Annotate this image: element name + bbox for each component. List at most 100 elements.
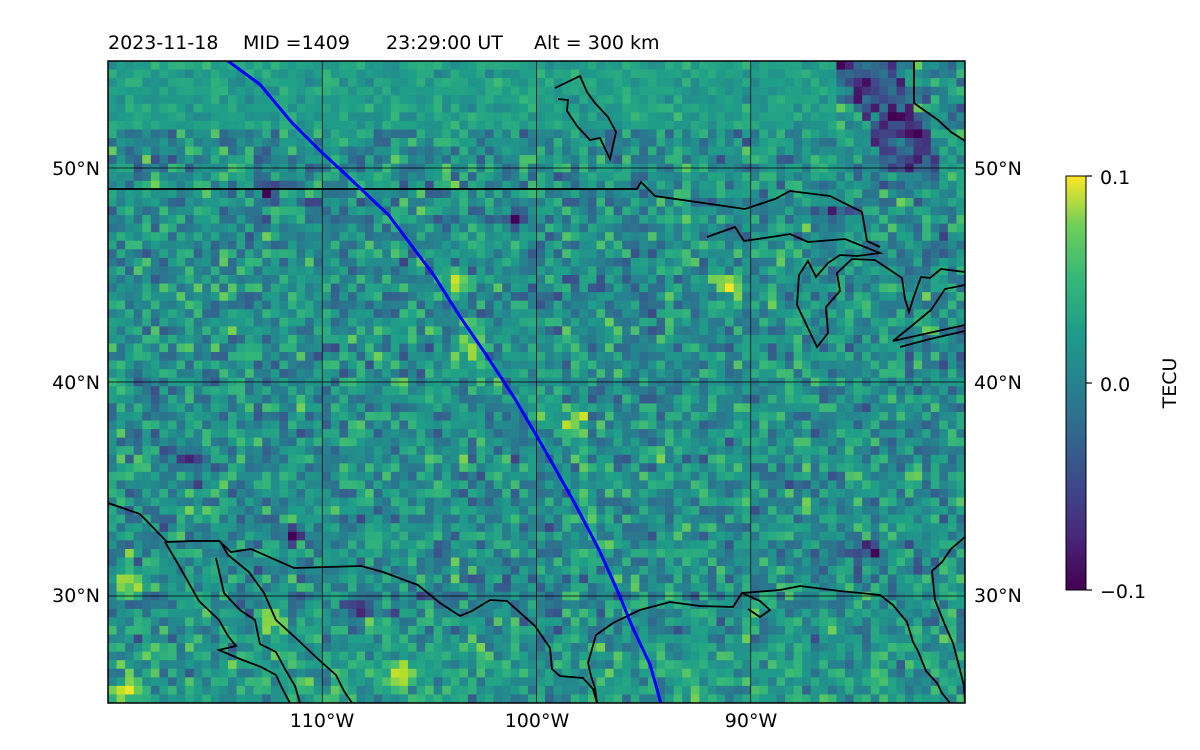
heatmap-cell <box>125 471 135 482</box>
heatmap-cell <box>305 300 315 310</box>
heatmap-cell <box>193 138 203 148</box>
heatmap-cell <box>407 283 418 293</box>
heatmap-cell <box>930 420 940 430</box>
heatmap-cell <box>270 300 280 310</box>
heatmap-cell <box>296 138 306 148</box>
heatmap-cell <box>956 446 965 456</box>
heatmap-cell <box>519 403 529 413</box>
heatmap-cell <box>365 300 375 310</box>
heatmap-cell <box>416 266 426 276</box>
heatmap-cell <box>587 480 598 490</box>
heatmap-cell <box>365 189 375 199</box>
heatmap-cell <box>142 189 152 199</box>
heatmap-cell <box>450 403 460 413</box>
heatmap-cell <box>399 172 409 182</box>
heatmap-cell <box>133 95 143 105</box>
heatmap-cell <box>425 454 435 464</box>
heatmap-cell <box>390 369 400 379</box>
heatmap-cell <box>296 454 306 464</box>
heatmap-cell <box>879 463 889 473</box>
heatmap-cell <box>150 215 161 225</box>
heatmap-cell <box>905 343 915 353</box>
heatmap-cell <box>853 155 863 165</box>
heatmap-cell <box>853 146 863 156</box>
heatmap-cell <box>176 275 186 285</box>
heatmap-cell <box>682 420 692 430</box>
heatmap-cell <box>416 120 426 131</box>
heatmap-cell <box>682 437 692 447</box>
heatmap-cell <box>870 394 880 404</box>
heatmap-cell <box>467 394 478 404</box>
heatmap-cell <box>639 317 649 327</box>
heatmap-cell <box>673 138 683 148</box>
heatmap-cell <box>493 446 503 456</box>
heatmap-cell <box>613 146 623 156</box>
heatmap-cell <box>587 275 598 285</box>
heatmap-cell <box>339 326 349 336</box>
heatmap-cell <box>879 197 889 208</box>
heatmap-cell <box>296 360 306 370</box>
heatmap-cell <box>313 206 323 216</box>
heatmap-cell <box>373 95 383 105</box>
heatmap-cell <box>767 112 778 122</box>
heatmap-cell <box>133 180 143 190</box>
heatmap-cell <box>365 343 375 353</box>
heatmap-cell <box>879 369 889 379</box>
heatmap-cell <box>690 103 700 113</box>
heatmap-cell <box>622 343 632 353</box>
heatmap-cell <box>442 215 452 225</box>
heatmap-cell <box>562 69 572 79</box>
heatmap-cell <box>236 317 246 327</box>
heatmap-cell <box>742 240 752 250</box>
heatmap-cell <box>656 394 666 404</box>
heatmap-cell <box>356 138 366 148</box>
heatmap-cell <box>759 240 769 250</box>
heatmap-cell <box>862 309 872 319</box>
heatmap-cell <box>322 360 332 370</box>
heatmap-cell <box>356 480 366 490</box>
heatmap-cell <box>510 437 520 447</box>
heatmap-cell <box>193 283 203 293</box>
heatmap-cell <box>879 206 889 216</box>
heatmap-cell <box>819 95 829 105</box>
heatmap-cell <box>519 326 529 336</box>
heatmap-cell <box>785 411 795 422</box>
heatmap-cell <box>125 300 135 310</box>
heatmap-cell <box>690 189 700 199</box>
heatmap-cell <box>879 437 889 447</box>
heatmap-cell <box>639 189 649 199</box>
heatmap-cell <box>279 300 289 310</box>
heatmap-cell <box>690 240 700 250</box>
heatmap-cell <box>596 411 606 422</box>
heatmap-cell <box>836 249 846 259</box>
heatmap-cell <box>339 446 349 456</box>
heatmap-cell <box>845 326 855 336</box>
heatmap-cell <box>827 471 838 482</box>
heatmap-cell <box>956 292 965 302</box>
heatmap-cell <box>125 103 135 113</box>
heatmap-cell <box>699 215 709 225</box>
heatmap-cell <box>425 138 435 148</box>
heatmap-cell <box>707 369 718 379</box>
heatmap-cell <box>253 223 263 233</box>
heatmap-cell <box>862 129 872 139</box>
heatmap-cell <box>510 257 520 268</box>
heatmap-cell <box>399 215 409 225</box>
heatmap-cell <box>733 249 743 259</box>
heatmap-cell <box>373 283 383 293</box>
heatmap-cell <box>185 86 195 96</box>
heatmap-cell <box>956 386 965 396</box>
heatmap-cell <box>879 257 889 268</box>
heatmap-cell <box>116 343 126 353</box>
heatmap-cell <box>853 103 863 113</box>
heatmap-cell <box>527 420 538 430</box>
heatmap-cell <box>365 120 375 131</box>
heatmap-cell <box>373 266 383 276</box>
heatmap-cell <box>296 78 306 88</box>
heatmap-cell <box>716 180 726 190</box>
heatmap-cell <box>733 197 743 208</box>
heatmap-cell <box>185 326 195 336</box>
heatmap-cell <box>853 300 863 310</box>
heatmap-cell <box>416 343 426 353</box>
heatmap-cell <box>845 215 855 225</box>
